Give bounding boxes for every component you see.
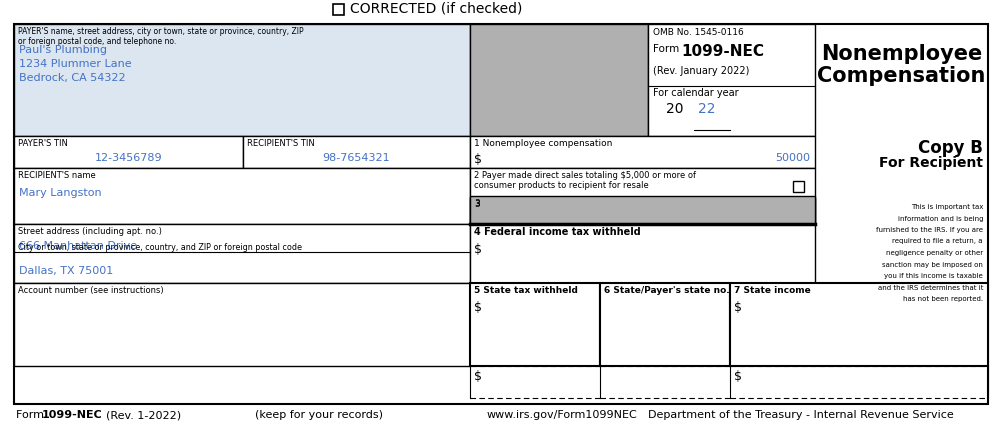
Text: required to file a return, a: required to file a return, a — [893, 239, 983, 244]
Text: RECIPIENT'S TIN: RECIPIENT'S TIN — [247, 139, 315, 148]
Bar — [730, 283, 988, 366]
Bar — [333, 4, 344, 15]
Text: PAYER'S TIN: PAYER'S TIN — [18, 139, 68, 148]
Text: 7 State income: 7 State income — [734, 286, 811, 295]
Text: sanction may be imposed on: sanction may be imposed on — [882, 261, 983, 268]
Text: 50000: 50000 — [775, 153, 810, 163]
Text: 1234 Plummer Lane: 1234 Plummer Lane — [19, 59, 132, 69]
Text: Mary Langston: Mary Langston — [19, 188, 102, 198]
Text: City or town, state or province, country, and ZIP or foreign postal code: City or town, state or province, country… — [18, 243, 302, 252]
Text: 1 Nonemployee compensation: 1 Nonemployee compensation — [474, 139, 612, 148]
Bar — [793, 181, 804, 192]
Text: (keep for your records): (keep for your records) — [255, 410, 383, 420]
Text: Street address (including apt. no.): Street address (including apt. no.) — [18, 227, 162, 236]
Text: 3: 3 — [474, 200, 480, 209]
Text: $: $ — [474, 243, 482, 256]
Text: (Rev. 1-2022): (Rev. 1-2022) — [106, 410, 181, 420]
Text: 2 Payer made direct sales totaling $5,000 or more of
consumer products to recipi: 2 Payer made direct sales totaling $5,00… — [474, 171, 696, 190]
Text: $: $ — [734, 301, 742, 314]
Text: 98-7654321: 98-7654321 — [323, 153, 390, 163]
Text: 12-3456789: 12-3456789 — [95, 153, 162, 163]
Text: $: $ — [734, 370, 742, 383]
Text: 4 Federal income tax withheld: 4 Federal income tax withheld — [474, 227, 641, 237]
Text: 1099-NEC: 1099-NEC — [42, 410, 103, 420]
Bar — [470, 24, 648, 136]
Text: Copy B: Copy B — [918, 139, 983, 157]
Bar — [470, 283, 600, 366]
Bar — [470, 168, 815, 224]
Text: Dallas, TX 75001: Dallas, TX 75001 — [19, 266, 113, 276]
Text: For Recipient: For Recipient — [879, 156, 983, 170]
Text: This is important tax: This is important tax — [911, 204, 983, 210]
Text: 20: 20 — [666, 102, 684, 116]
Bar — [14, 24, 988, 404]
Text: $: $ — [474, 370, 482, 383]
Text: Form: Form — [16, 410, 48, 420]
Bar — [470, 196, 815, 224]
Text: Paul's Plumbing: Paul's Plumbing — [19, 45, 107, 55]
Text: negligence penalty or other: negligence penalty or other — [886, 250, 983, 256]
Text: Compensation: Compensation — [817, 66, 986, 86]
Text: has not been reported.: has not been reported. — [903, 296, 983, 302]
Text: 666 Manhattan Drive: 666 Manhattan Drive — [19, 241, 137, 251]
Bar — [600, 283, 730, 366]
Bar — [243, 136, 470, 168]
Bar — [470, 224, 815, 283]
Text: Department of the Treasury - Internal Revenue Service: Department of the Treasury - Internal Re… — [648, 410, 954, 420]
Bar — [470, 136, 815, 168]
Text: Nonemployee: Nonemployee — [821, 44, 982, 64]
Text: $: $ — [474, 153, 482, 166]
Text: 22: 22 — [698, 102, 716, 116]
Text: 5 State tax withheld: 5 State tax withheld — [474, 286, 578, 295]
Text: www.irs.gov/Form1099NEC: www.irs.gov/Form1099NEC — [487, 410, 638, 420]
Bar — [14, 224, 470, 283]
Text: furnished to the IRS. If you are: furnished to the IRS. If you are — [876, 227, 983, 233]
Text: Account number (see instructions): Account number (see instructions) — [18, 286, 164, 295]
Text: RECIPIENT'S name: RECIPIENT'S name — [18, 171, 96, 180]
Text: PAYER'S name, street address, city or town, state or province, country, ZIP
or f: PAYER'S name, street address, city or to… — [18, 27, 304, 46]
Text: 3: 3 — [474, 199, 480, 208]
Bar — [470, 198, 815, 224]
Text: Bedrock, CA 54322: Bedrock, CA 54322 — [19, 73, 126, 83]
Text: CORRECTED (if checked): CORRECTED (if checked) — [350, 2, 522, 16]
Text: 6 State/Payer's state no.: 6 State/Payer's state no. — [604, 286, 730, 295]
Text: 1099-NEC: 1099-NEC — [681, 44, 764, 59]
Text: and the IRS determines that it: and the IRS determines that it — [878, 285, 983, 290]
Text: Form: Form — [653, 44, 682, 54]
Text: information and is being: information and is being — [898, 215, 983, 222]
Text: OMB No. 1545-0116: OMB No. 1545-0116 — [653, 28, 744, 37]
Text: (Rev. January 2022): (Rev. January 2022) — [653, 66, 749, 76]
Bar — [648, 24, 815, 136]
Bar — [14, 24, 470, 136]
Bar — [14, 168, 470, 224]
Text: For calendar year: For calendar year — [653, 88, 739, 98]
Text: you if this income is taxable: you if this income is taxable — [884, 273, 983, 279]
Text: $: $ — [474, 301, 482, 314]
Bar — [14, 283, 470, 366]
Bar — [14, 136, 243, 168]
